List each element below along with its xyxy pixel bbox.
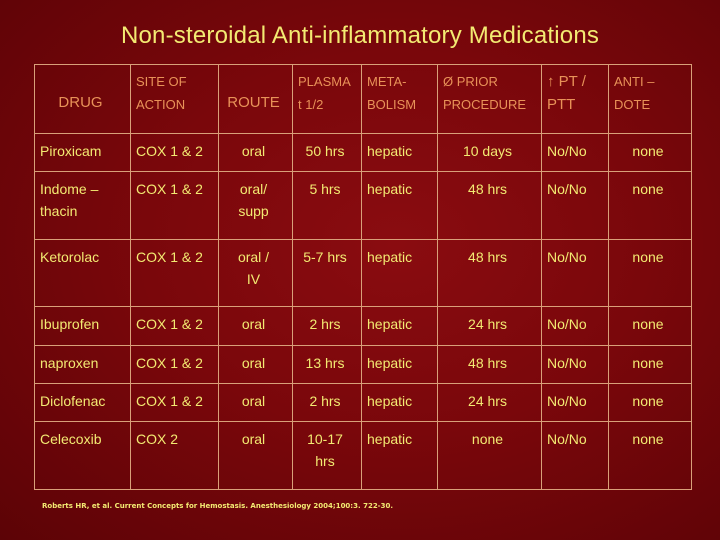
cell-site: COX 2 [130, 421, 219, 490]
cell-route: oral/ supp [218, 171, 293, 240]
table-row: Piroxicam COX 1 & 2 oral 50 hrs hepatic … [34, 132, 692, 173]
cell-drug: Ketorolac [34, 238, 131, 308]
cell-site: COX 1 & 2 [130, 238, 219, 308]
cell-site: COX 1 & 2 [130, 344, 219, 385]
cell-antidote: none [608, 344, 692, 385]
header-pt-ptt: ↑ PT / PTT [541, 64, 609, 134]
cell-metabolism: hepatic [361, 238, 438, 308]
page-title: Non-steroidal Anti-inflammatory Medicati… [120, 22, 600, 49]
cell-prior: 24 hrs [437, 306, 542, 346]
header-plasma-half-life: PLASMA t 1/2 [292, 64, 362, 134]
header-antidote: ANTI – DOTE [608, 64, 692, 134]
cell-route: oral [218, 383, 293, 423]
cell-route: oral / IV [218, 238, 293, 308]
cell-antidote: none [608, 238, 692, 308]
cell-prior: 10 days [437, 132, 542, 173]
table-row: Diclofenac COX 1 & 2 oral 2 hrs hepatic … [34, 383, 692, 423]
cell-plasma: 2 hrs [292, 383, 362, 423]
cell-route: oral [218, 132, 293, 173]
cell-antidote: none [608, 383, 692, 423]
cell-metabolism: hepatic [361, 171, 438, 240]
cell-prior: 48 hrs [437, 238, 542, 308]
cell-prior: 48 hrs [437, 171, 542, 240]
cell-metabolism: hepatic [361, 383, 438, 423]
cell-antidote: none [608, 171, 692, 240]
cell-antidote: none [608, 306, 692, 346]
table-row: Indome – thacin COX 1 & 2 oral/ supp 5 h… [34, 171, 692, 240]
cell-metabolism: hepatic [361, 306, 438, 346]
cell-pt: No/No [541, 171, 609, 240]
cell-drug: Diclofenac [34, 383, 131, 423]
table-row: Ibuprofen COX 1 & 2 oral 2 hrs hepatic 2… [34, 306, 692, 346]
cell-plasma: 50 hrs [292, 132, 362, 173]
table-row: Celecoxib COX 2 oral 10-17 hrs hepatic n… [34, 421, 692, 490]
header-metabolism: META- BOLISM [361, 64, 438, 134]
cell-metabolism: hepatic [361, 132, 438, 173]
cell-prior: 48 hrs [437, 344, 542, 385]
cell-pt: No/No [541, 383, 609, 423]
cell-plasma: 5-7 hrs [292, 238, 362, 308]
cell-pt: No/No [541, 344, 609, 385]
header-drug: DRUG [34, 64, 131, 134]
cell-drug: Celecoxib [34, 421, 131, 490]
cell-site: COX 1 & 2 [130, 171, 219, 240]
cell-pt: No/No [541, 132, 609, 173]
cell-prior: none [437, 421, 542, 490]
reference-citation: Roberts HR, et al. Current Concepts for … [42, 502, 393, 510]
header-site-of-action: SITE OF ACTION [130, 64, 219, 134]
cell-antidote: none [608, 421, 692, 490]
medications-table: DRUG SITE OF ACTION ROUTE PLASMA t 1/2 M… [34, 64, 692, 490]
cell-drug: Ibuprofen [34, 306, 131, 346]
cell-route: oral [218, 421, 293, 490]
cell-metabolism: hepatic [361, 421, 438, 490]
cell-site: COX 1 & 2 [130, 306, 219, 346]
cell-plasma: 13 hrs [292, 344, 362, 385]
cell-pt: No/No [541, 306, 609, 346]
cell-route: oral [218, 306, 293, 346]
cell-pt: No/No [541, 421, 609, 490]
cell-antidote: none [608, 132, 692, 173]
cell-route: oral [218, 344, 293, 385]
table-header-row: DRUG SITE OF ACTION ROUTE PLASMA t 1/2 M… [34, 64, 692, 134]
cell-drug: Piroxicam [34, 132, 131, 173]
cell-plasma: 2 hrs [292, 306, 362, 346]
cell-prior: 24 hrs [437, 383, 542, 423]
cell-plasma: 5 hrs [292, 171, 362, 240]
table-row: naproxen COX 1 & 2 oral 13 hrs hepatic 4… [34, 344, 692, 385]
cell-plasma: 10-17 hrs [292, 421, 362, 490]
cell-drug: Indome – thacin [34, 171, 131, 240]
cell-drug: naproxen [34, 344, 131, 385]
cell-site: COX 1 & 2 [130, 132, 219, 173]
cell-metabolism: hepatic [361, 344, 438, 385]
table-row: Ketorolac COX 1 & 2 oral / IV 5-7 hrs he… [34, 238, 692, 308]
cell-pt: No/No [541, 238, 609, 308]
header-route: ROUTE [218, 64, 293, 134]
cell-site: COX 1 & 2 [130, 383, 219, 423]
header-prior-procedure: Ø PRIOR PROCEDURE [437, 64, 542, 134]
